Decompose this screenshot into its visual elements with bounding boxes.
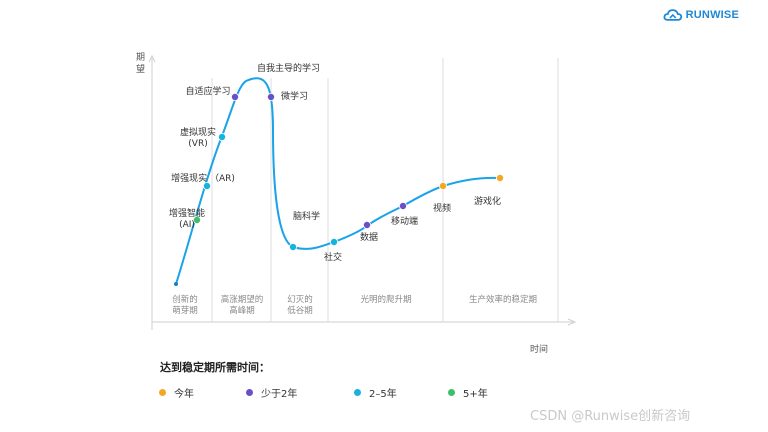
- point-label: 虚拟现实(VR): [180, 126, 216, 149]
- point-marker: [495, 173, 504, 182]
- legend-item-this-year: 今年: [159, 385, 194, 400]
- point-label-line: 增强现实 （AR): [171, 172, 235, 184]
- x-axis-arrow: [567, 318, 577, 326]
- point-label: 微学习: [281, 90, 308, 102]
- point-label-line: 虚拟现实: [180, 126, 216, 138]
- point-marker: [329, 237, 338, 246]
- point-label-line: 视频: [433, 202, 451, 214]
- phase-label: 高涨期望的高峰期: [221, 294, 264, 316]
- legend-item-five-plus: 5+年: [448, 385, 488, 400]
- point-label: 数据: [360, 231, 378, 243]
- phase-label-line: 光明的爬升期: [360, 294, 411, 305]
- point-label-line: 增强智能: [169, 207, 205, 219]
- curve-start-dot: [174, 282, 178, 286]
- legend-dot-this-year: [159, 389, 166, 396]
- point-label-line: (AI): [179, 220, 195, 230]
- phase-label: 光明的爬升期: [360, 294, 411, 305]
- point-label-line: 微学习: [281, 90, 308, 102]
- point-label-line: (VR): [188, 139, 207, 149]
- point-marker: [202, 181, 211, 190]
- phase-label-line: 创新的: [172, 294, 198, 305]
- point-label-line: 自我主导的学习: [257, 62, 320, 74]
- legend-dot-five-plus: [448, 389, 455, 396]
- legend-item-two-to-five: 2–5年: [354, 385, 397, 400]
- point-marker: [438, 181, 447, 190]
- legend-label-this-year: 今年: [174, 389, 194, 400]
- point-label: 社交: [324, 251, 342, 263]
- phase-label: 创新的萌芽期: [172, 294, 198, 316]
- legend-label-two-to-five: 2–5年: [369, 389, 397, 400]
- point-label-line: 数据: [360, 231, 378, 243]
- x-axis-label: 时间: [530, 343, 548, 355]
- phase-label: 生产效率的稳定期: [469, 294, 537, 305]
- brand-name: RUNWISE: [685, 9, 739, 21]
- point-label-line: 游戏化: [474, 195, 501, 207]
- point-label: 自我主导的学习: [257, 62, 320, 74]
- legend-dot-two-to-five: [354, 389, 361, 396]
- point-marker: [266, 93, 275, 102]
- legend-item-under-2: 少于2年: [246, 385, 297, 400]
- y-axis-label-line1: 期: [136, 52, 145, 63]
- y-axis-label-line2: 望: [136, 63, 145, 75]
- phase-label-line: 高涨期望的: [221, 294, 264, 305]
- brand-logo: RUNWISE: [663, 7, 739, 23]
- point-label-line: 脑科学: [293, 210, 320, 222]
- phase-label-line: 幻灭的: [287, 294, 313, 305]
- point-label: 游戏化: [474, 195, 501, 207]
- point-markers: [192, 93, 504, 251]
- y-axis-label: 期 望: [136, 52, 148, 75]
- point-marker: [288, 242, 297, 251]
- point-label: 视频: [433, 202, 451, 214]
- point-label: 脑科学: [293, 210, 320, 222]
- point-label-line: 自适应学习: [185, 85, 230, 97]
- point-marker: [230, 93, 239, 102]
- point-marker: [398, 201, 407, 210]
- phase-label-line: 生产效率的稳定期: [469, 294, 537, 305]
- point-label: 增强现实 （AR): [171, 172, 235, 184]
- phase-label-line: 低谷期: [287, 305, 313, 316]
- point-label: 移动端: [391, 215, 418, 227]
- point-marker: [217, 132, 226, 141]
- phase-label: 幻灭的低谷期: [287, 294, 313, 316]
- legend-title: 达到稳定期所需时间：: [160, 361, 270, 374]
- phase-labels: 创新的萌芽期 高涨期望的高峰期 幻灭的低谷期 光明的爬升期 生产效率的稳定期: [172, 294, 537, 316]
- cloud-icon: [663, 9, 683, 21]
- point-label: 自适应学习: [185, 85, 230, 97]
- watermark: CSDN @Runwise创新咨询: [530, 409, 691, 424]
- phase-label-line: 萌芽期: [172, 305, 198, 316]
- point-marker: [362, 220, 371, 229]
- phase-dividers: [211, 58, 559, 322]
- point-marker: [192, 215, 201, 224]
- point-label-line: 移动端: [391, 215, 418, 227]
- y-axis-arrow: [148, 54, 156, 63]
- legend-dot-under-2: [246, 389, 253, 396]
- point-label: 增强智能(AI): [169, 207, 205, 230]
- phase-label-line: 高峰期: [229, 305, 255, 316]
- point-labels: 增强智能(AI) 增强现实 （AR) 虚拟现实(VR) 自适应学习 自我主导的学习微学习…: [169, 62, 501, 263]
- legend-label-five-plus: 5+年: [463, 389, 488, 400]
- point-label-line: 社交: [324, 251, 342, 263]
- legend-label-under-2: 少于2年: [261, 389, 298, 400]
